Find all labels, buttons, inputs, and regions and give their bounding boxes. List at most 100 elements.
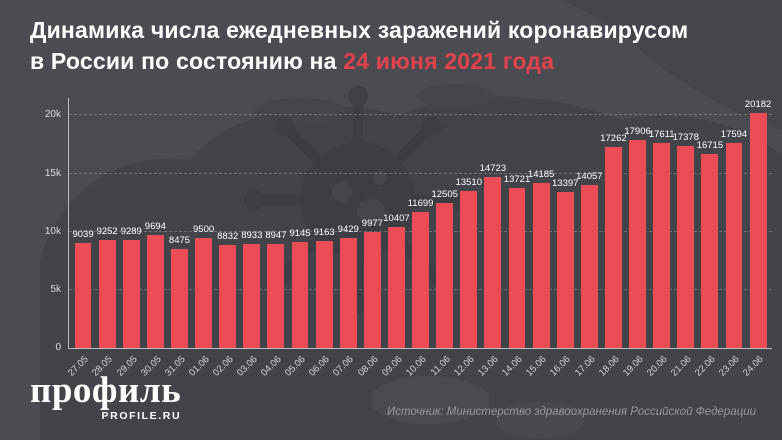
bar-value-label: 14185 (527, 169, 555, 181)
bar-value-label: 9289 (120, 226, 142, 237)
x-axis-label: 05.06 (283, 354, 308, 379)
bar (195, 237, 213, 348)
bar (315, 241, 333, 348)
bar (556, 192, 574, 348)
bar-slot: 17378 21.06 (669, 98, 699, 378)
bar (580, 184, 598, 348)
bar-value-label: 17611 (648, 129, 675, 141)
bar-value-label: 9694 (144, 221, 166, 233)
bar-value-label: 16715 (696, 139, 724, 151)
bar-value-label: 20182 (744, 99, 772, 111)
x-axis-label: 11.06 (428, 354, 453, 379)
bar-slot: 14057 17.06 (573, 98, 603, 379)
map-island (417, 84, 493, 108)
bar (629, 139, 646, 348)
bar-slot: 8933 03.06 (235, 98, 264, 379)
x-axis-label: 20.06 (644, 354, 670, 379)
bar-value-label: 8475 (168, 235, 191, 247)
bar-slot: 14185 15.06 (524, 98, 555, 379)
bar-value-label: 17594 (720, 129, 748, 141)
map-lowland (496, 402, 584, 438)
bar-slot: 9252 28.05 (90, 98, 119, 379)
x-axis-label: 10.06 (403, 354, 429, 379)
bar-slot: 9694 30.05 (139, 98, 167, 379)
x-axis-label: 13.06 (476, 354, 501, 379)
bar (122, 240, 140, 348)
bar-slot: 13510 12.06 (452, 98, 482, 378)
bar-slot: 14723 13.06 (476, 98, 506, 378)
bar (146, 235, 164, 348)
map-lowland (370, 376, 490, 424)
bar-value-label: 11699 (407, 197, 434, 209)
bar (653, 143, 671, 348)
x-axis-label: 22.06 (693, 354, 718, 379)
bar-value-label: 13397 (552, 178, 579, 190)
bar (460, 190, 478, 348)
title-date-highlight: 24 июня 2021 года (343, 48, 555, 74)
bar-value-label: 9145 (289, 227, 311, 239)
bar-value-label: 9977 (361, 218, 383, 229)
bar (74, 242, 92, 348)
y-axis-label-10k: 10k (44, 225, 61, 237)
bar-slot: 8475 31.05 (163, 98, 191, 379)
x-axis-label: 01.06 (186, 354, 212, 379)
logo-subtext: PROFILE.RU (101, 410, 182, 422)
bar-value-label: 17906 (624, 125, 651, 137)
bar (339, 238, 357, 348)
bar-slot: 9289 29.05 (114, 98, 143, 379)
x-axis-label: 06.06 (307, 354, 332, 379)
x-axis-label: 24.06 (741, 354, 766, 379)
title-line-1: Динамика числа ежедневных заражений коро… (30, 17, 689, 43)
y-axis-label-0: 0 (55, 342, 61, 353)
profile-logo: профиль PROFILE.RU (30, 370, 182, 422)
bar (171, 249, 188, 348)
bar-value-label: 8947 (265, 229, 287, 241)
bar-slot: 9500 01.06 (187, 98, 216, 379)
gridline-15k (69, 172, 772, 174)
bar-value-label: 17262 (600, 133, 627, 145)
bar-slot: 9977 08.06 (356, 98, 384, 379)
bar (363, 232, 381, 348)
bar-slot: 17594 23.06 (717, 98, 748, 379)
logo-wordmark: профиль (30, 370, 182, 411)
bar-slot: 9429 07.06 (331, 98, 360, 379)
x-axis-label: 03.06 (235, 354, 260, 379)
bar-slot: 17262 18.06 (597, 98, 627, 379)
x-axis-label: 18.06 (596, 354, 622, 379)
bar-value-label: 9429 (337, 224, 359, 236)
x-axis-label: 02.06 (210, 354, 236, 379)
bar-value-label: 13721 (503, 174, 531, 186)
bar (701, 153, 719, 348)
bar-slot: 13721 14.06 (500, 98, 531, 379)
bar-value-label: 12505 (431, 188, 458, 200)
gridline-20k (69, 114, 772, 116)
bar (749, 113, 767, 348)
bar-slot: 20182 24.06 (741, 98, 772, 379)
page-title: Динамика числа ежедневных заражений коро… (30, 15, 770, 77)
bar (605, 147, 622, 348)
x-axis-label: 21.06 (668, 354, 694, 379)
bar-slot: 16715 22.06 (693, 98, 724, 378)
bar-slot: 10407 09.06 (380, 98, 410, 379)
bar-slot: 12505 11.06 (428, 98, 458, 378)
x-axis-label: 15.06 (524, 354, 549, 379)
x-axis-label: 04.06 (259, 354, 284, 379)
bar-value-label: 17378 (672, 131, 699, 143)
bar-value-label: 14057 (576, 170, 603, 182)
bar (219, 245, 237, 348)
bar (436, 202, 454, 348)
source-attribution: Источник: Министерство здравоохранения Р… (387, 406, 756, 418)
y-axis-label-5k: 5k (50, 283, 61, 295)
bar-slot: 9039 27.05 (66, 98, 95, 378)
bar (243, 244, 261, 348)
bar (291, 241, 309, 348)
x-axis-label: 12.06 (451, 354, 477, 379)
bar-slot: 17906 19.06 (621, 98, 651, 378)
bar (677, 145, 695, 348)
russia-map-silhouette (40, 96, 782, 440)
bar-value-label: 9163 (313, 227, 335, 239)
plot-area: 0 5k 10k 15k 20k 9039 27.05 9252 28.05 9289 29.05 9… (45, 98, 772, 379)
bar-chart: 0 5k 10k 15k 20k 9039 27.05 9252 28.05 9289 29.05 9… (24, 98, 772, 388)
bar-value-label: 9039 (72, 228, 94, 240)
